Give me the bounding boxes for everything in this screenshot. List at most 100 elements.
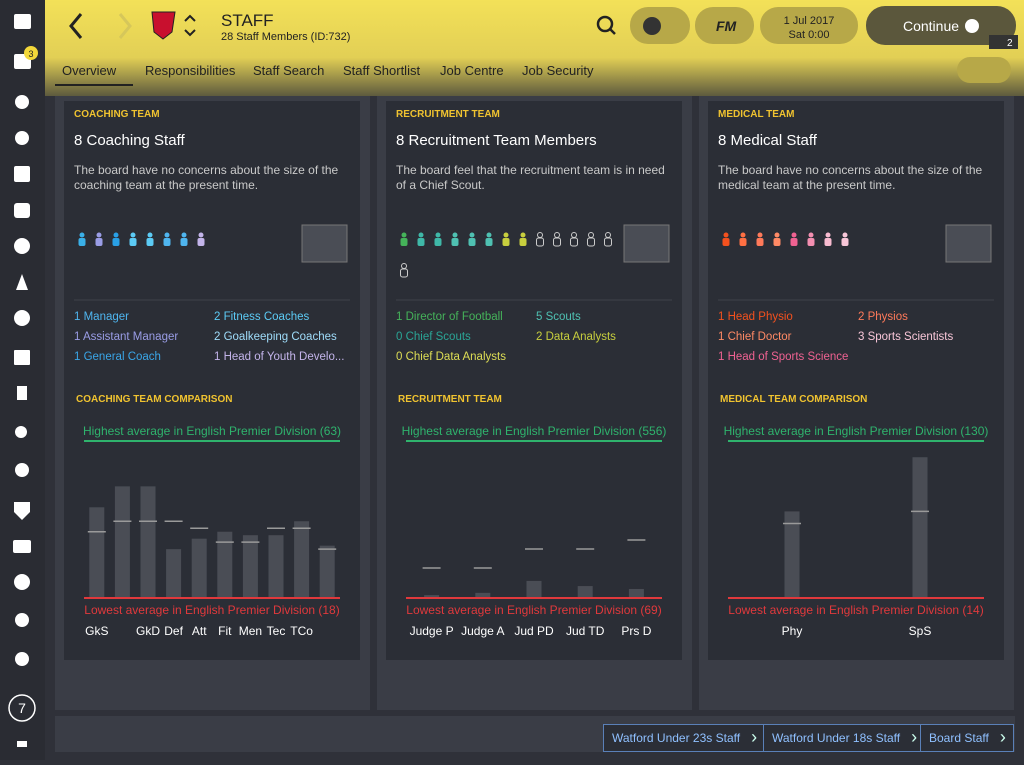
bar [475,592,491,598]
staff-icon [434,238,442,246]
role-link[interactable]: 2 Physios [858,311,908,323]
staff-icon [570,237,578,247]
staff-icon [401,263,407,269]
staff-icon [774,232,780,238]
staff-icon [468,238,476,246]
staff-icon [163,238,171,246]
staff-icon [553,237,561,247]
heading: 8 Coaching Staff [74,132,185,149]
bar [191,538,207,598]
chart-title: RECRUITMENT TEAM [398,394,502,405]
sidebar-icons: 3 7 [8,14,38,747]
role-link[interactable]: 1 Chief Doctor [718,331,792,343]
tab[interactable]: Overview [62,63,117,78]
help-button[interactable] [957,57,1011,83]
section-link[interactable]: MEDICAL TEAM [718,109,795,120]
staff-icon [554,232,560,238]
reference-label: Lowest average in English Premier Divisi… [84,603,339,617]
description: The board feel that the recruitment team… [396,163,665,192]
category-label: Phy [782,624,803,638]
bar [424,595,440,598]
chart-title: COACHING TEAM COMPARISON [76,394,233,405]
card: RECRUITMENT TEAM 8 Recruitment Team Membe… [386,101,682,660]
counter-ring [8,694,36,722]
staff-icon [773,238,781,246]
tab[interactable]: Job Security [522,63,594,78]
staff-icon [824,238,832,246]
role-link[interactable]: 5 Scouts [536,311,581,323]
staff-icon [180,238,188,246]
page-subtitle: 28 Staff Members (ID:732) [221,31,351,43]
footer-link[interactable]: Watford Under 23s Staff [603,724,766,752]
staff-icon [807,238,815,246]
bar [577,586,593,598]
back[interactable] [69,13,83,39]
role-link[interactable]: 1 Assistant Manager [74,331,179,343]
role-link[interactable]: 0 Chief Scouts [396,331,471,343]
section-link[interactable]: RECRUITMENT TEAM [396,109,500,120]
chart: Phy SpS Highest average in English Premier… [724,424,989,638]
tab[interactable]: Staff Shortlist [343,63,421,78]
staff-icon [825,232,831,238]
staff-icon [723,232,729,238]
staff-icon [756,238,764,246]
role-link[interactable]: 1 Head of Sports Science [718,351,849,363]
panel: COACHING TEAM 8 Coaching Staff The board h… [55,96,370,710]
category-label: SpS [909,624,932,638]
staff-icon [129,238,137,246]
category-label: Def [164,624,183,638]
category-label: Judge A [461,624,504,638]
continue-button[interactable] [866,6,1016,45]
staff-icon [604,237,612,247]
staff-icon [791,232,797,238]
assign-button[interactable] [945,224,992,263]
continue-label: Continue [903,18,959,34]
bar [140,486,156,598]
staff-icon [740,232,746,238]
tab[interactable]: Staff Search [253,63,325,78]
panel: RECRUITMENT TEAM 8 Recruitment Team Membe… [377,96,692,710]
search[interactable] [596,15,614,33]
bar [242,535,258,598]
staff-icon [197,238,205,246]
role-link[interactable]: 2 Fitness Coaches [214,311,310,323]
page-title: STAFF [221,11,274,30]
role-link[interactable]: 3 Sports Scientists [858,331,954,343]
time: Sat 0:00 [789,29,830,41]
fm-button[interactable] [695,7,754,44]
chart: Judge P Judge A Jud PD Jud TD Prs D Highest a… [402,424,667,638]
tab[interactable]: Job Centre [440,63,504,78]
category-label: Fit [218,624,232,638]
category-label: Jud PD [514,624,554,638]
staff-icon [400,268,408,278]
staff-icon [113,232,119,238]
tab[interactable]: Responsibilities [145,63,236,78]
footer-link[interactable]: Board Staff [920,724,1014,752]
role-link[interactable]: 2 Data Analysts [536,331,616,343]
staff-icon [418,232,424,238]
role-link[interactable]: 0 Chief Data Analysts [396,351,506,363]
bar [268,535,284,598]
bar [526,580,542,598]
role-link[interactable]: 2 Goalkeeping Coaches [214,331,337,343]
section-link[interactable]: COACHING TEAM [74,109,160,120]
forward[interactable] [118,13,132,39]
tab-underline [55,84,133,86]
role-link[interactable]: 1 General Coach [74,351,161,363]
staff-icons [74,224,350,301]
assign-button[interactable] [301,224,348,263]
bar [114,486,130,598]
staff-icon [435,232,441,238]
role-link[interactable]: 1 Head Physio [718,311,793,323]
heading: 8 Recruitment Team Members [396,132,597,149]
chart: GkS GkD Def Att Fit Men Tec TCo Highest average … [83,424,341,638]
date-box [760,7,858,44]
role-link[interactable]: 1 Manager [74,311,129,323]
footer-link[interactable]: Watford Under 18s Staff [763,724,926,752]
assign-button[interactable] [623,224,670,263]
role-link[interactable]: 1 Director of Football [396,311,503,323]
role-link[interactable]: 1 Head of Youth Develo... [214,351,345,363]
nav-icons [13,14,31,747]
staff-icon [469,232,475,238]
bar [166,549,182,598]
